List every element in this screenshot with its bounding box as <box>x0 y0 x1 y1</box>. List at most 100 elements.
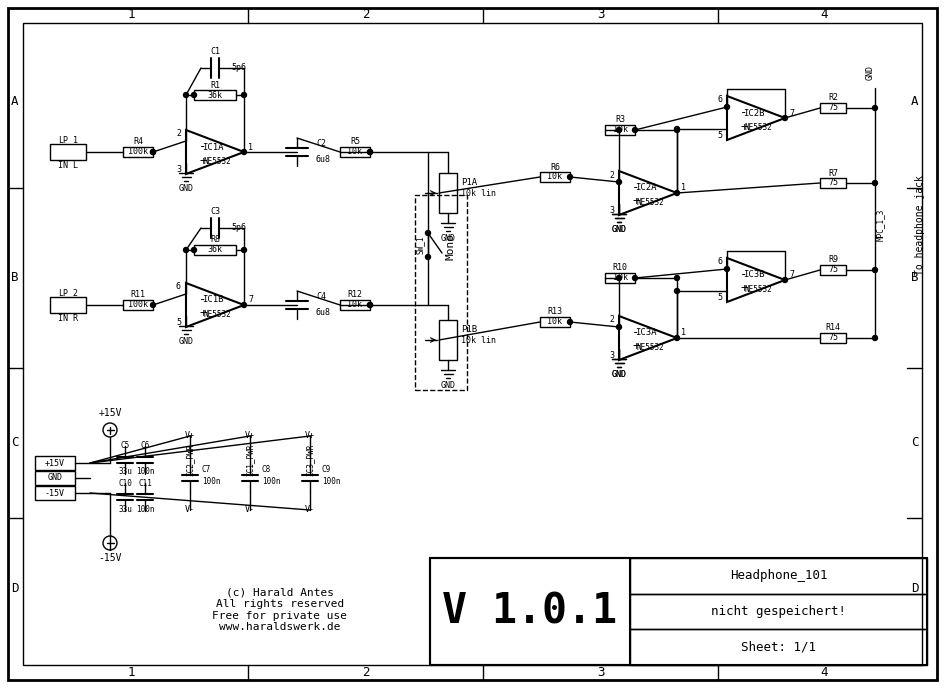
Text: IC3_PWR: IC3_PWR <box>305 444 314 476</box>
Text: V+: V+ <box>185 431 194 440</box>
Text: LP_2: LP_2 <box>58 288 78 297</box>
Text: 36k: 36k <box>208 91 222 100</box>
Text: R1: R1 <box>210 80 220 89</box>
Text: 3: 3 <box>608 352 614 361</box>
Text: 4: 4 <box>819 8 827 21</box>
Text: +: + <box>739 120 747 133</box>
Text: 5p6: 5p6 <box>230 63 245 72</box>
Text: IC1A: IC1A <box>202 142 224 151</box>
Text: 6: 6 <box>716 257 721 266</box>
Text: Headphone_101: Headphone_101 <box>729 570 826 582</box>
Circle shape <box>242 248 246 252</box>
Text: nicht gespeichert!: nicht gespeichert! <box>710 605 845 618</box>
Text: (c) Harald Antes
All rights reserved
Free for private use
www.haraldswerk.de: (c) Harald Antes All rights reserved Fre… <box>212 588 347 632</box>
Text: 7: 7 <box>788 109 793 118</box>
Text: 5: 5 <box>716 294 721 303</box>
Text: 6: 6 <box>716 96 721 105</box>
Text: MPC_1_3: MPC_1_3 <box>874 209 884 241</box>
Bar <box>630 630 926 665</box>
Text: 6u8: 6u8 <box>315 308 330 317</box>
Bar <box>539 172 569 182</box>
Text: 2: 2 <box>608 171 614 180</box>
Text: 10k: 10k <box>547 317 562 327</box>
Text: B: B <box>910 272 918 285</box>
Text: 10k: 10k <box>347 301 362 310</box>
Circle shape <box>192 248 196 252</box>
Text: D: D <box>11 581 19 594</box>
Circle shape <box>425 255 430 259</box>
Bar <box>35 456 75 470</box>
Circle shape <box>674 191 679 195</box>
Text: R3: R3 <box>615 116 624 125</box>
Circle shape <box>367 149 372 155</box>
Circle shape <box>567 319 572 325</box>
Text: IC1_PWR: IC1_PWR <box>245 444 254 476</box>
Text: C8: C8 <box>261 466 271 475</box>
Text: NE5532: NE5532 <box>743 124 771 133</box>
Text: 4: 4 <box>819 667 827 680</box>
Text: LP_1: LP_1 <box>58 136 78 144</box>
Text: GND: GND <box>47 473 62 482</box>
Text: 33u: 33u <box>118 468 132 477</box>
Circle shape <box>632 127 637 133</box>
Text: -: - <box>199 140 207 153</box>
Text: V+: V+ <box>244 431 255 440</box>
Text: 5: 5 <box>176 319 181 327</box>
Circle shape <box>674 336 679 341</box>
Circle shape <box>782 277 786 283</box>
Text: C2: C2 <box>315 140 326 149</box>
Text: 10k lin: 10k lin <box>461 189 496 199</box>
Text: 100k: 100k <box>127 147 148 156</box>
Text: 3: 3 <box>608 206 614 215</box>
Text: 2: 2 <box>608 316 614 325</box>
Text: V 1.0.1: V 1.0.1 <box>442 590 616 632</box>
Text: C6: C6 <box>141 442 149 451</box>
Bar <box>340 300 370 310</box>
Text: C7: C7 <box>202 466 211 475</box>
Text: +: + <box>632 195 639 208</box>
Text: Sheet: 1/1: Sheet: 1/1 <box>740 641 815 654</box>
Text: 1: 1 <box>127 8 135 21</box>
Text: P1B: P1B <box>461 325 477 334</box>
Text: NE5532: NE5532 <box>203 158 230 166</box>
Text: 100n: 100n <box>322 477 340 486</box>
Text: 36k: 36k <box>208 246 222 255</box>
Text: 100n: 100n <box>202 477 220 486</box>
Text: B: B <box>11 272 19 285</box>
Bar <box>123 147 153 157</box>
Circle shape <box>183 248 188 252</box>
Text: IC2A: IC2A <box>634 184 656 193</box>
Text: GND: GND <box>611 371 626 380</box>
Circle shape <box>425 230 430 235</box>
Text: C: C <box>11 436 19 449</box>
Text: 10k lin: 10k lin <box>461 336 496 345</box>
Circle shape <box>674 275 679 281</box>
Circle shape <box>871 268 877 272</box>
Text: R5: R5 <box>349 138 360 147</box>
Bar <box>194 90 236 100</box>
Circle shape <box>367 149 372 155</box>
Circle shape <box>674 127 679 133</box>
Text: -15V: -15V <box>45 488 65 497</box>
Text: 100n: 100n <box>136 468 154 477</box>
Bar <box>439 320 457 360</box>
Text: C10: C10 <box>118 478 132 488</box>
Text: 3: 3 <box>176 166 181 175</box>
Text: -: - <box>632 327 639 339</box>
Bar <box>630 594 926 630</box>
Text: SW_1: SW_1 <box>415 236 424 255</box>
Bar <box>819 178 845 188</box>
Text: 7: 7 <box>247 296 253 305</box>
Bar <box>340 147 370 157</box>
Text: -15V: -15V <box>98 553 122 563</box>
Text: NE5532: NE5532 <box>203 310 230 319</box>
Text: 5p6: 5p6 <box>230 224 245 233</box>
Text: IN R: IN R <box>58 314 78 323</box>
Text: 100n: 100n <box>136 504 154 513</box>
Text: +: + <box>199 155 207 167</box>
Text: C3: C3 <box>210 208 220 217</box>
Bar <box>604 273 634 283</box>
Bar <box>50 297 86 313</box>
Text: To headphone jack: To headphone jack <box>914 175 924 275</box>
Circle shape <box>615 325 621 330</box>
